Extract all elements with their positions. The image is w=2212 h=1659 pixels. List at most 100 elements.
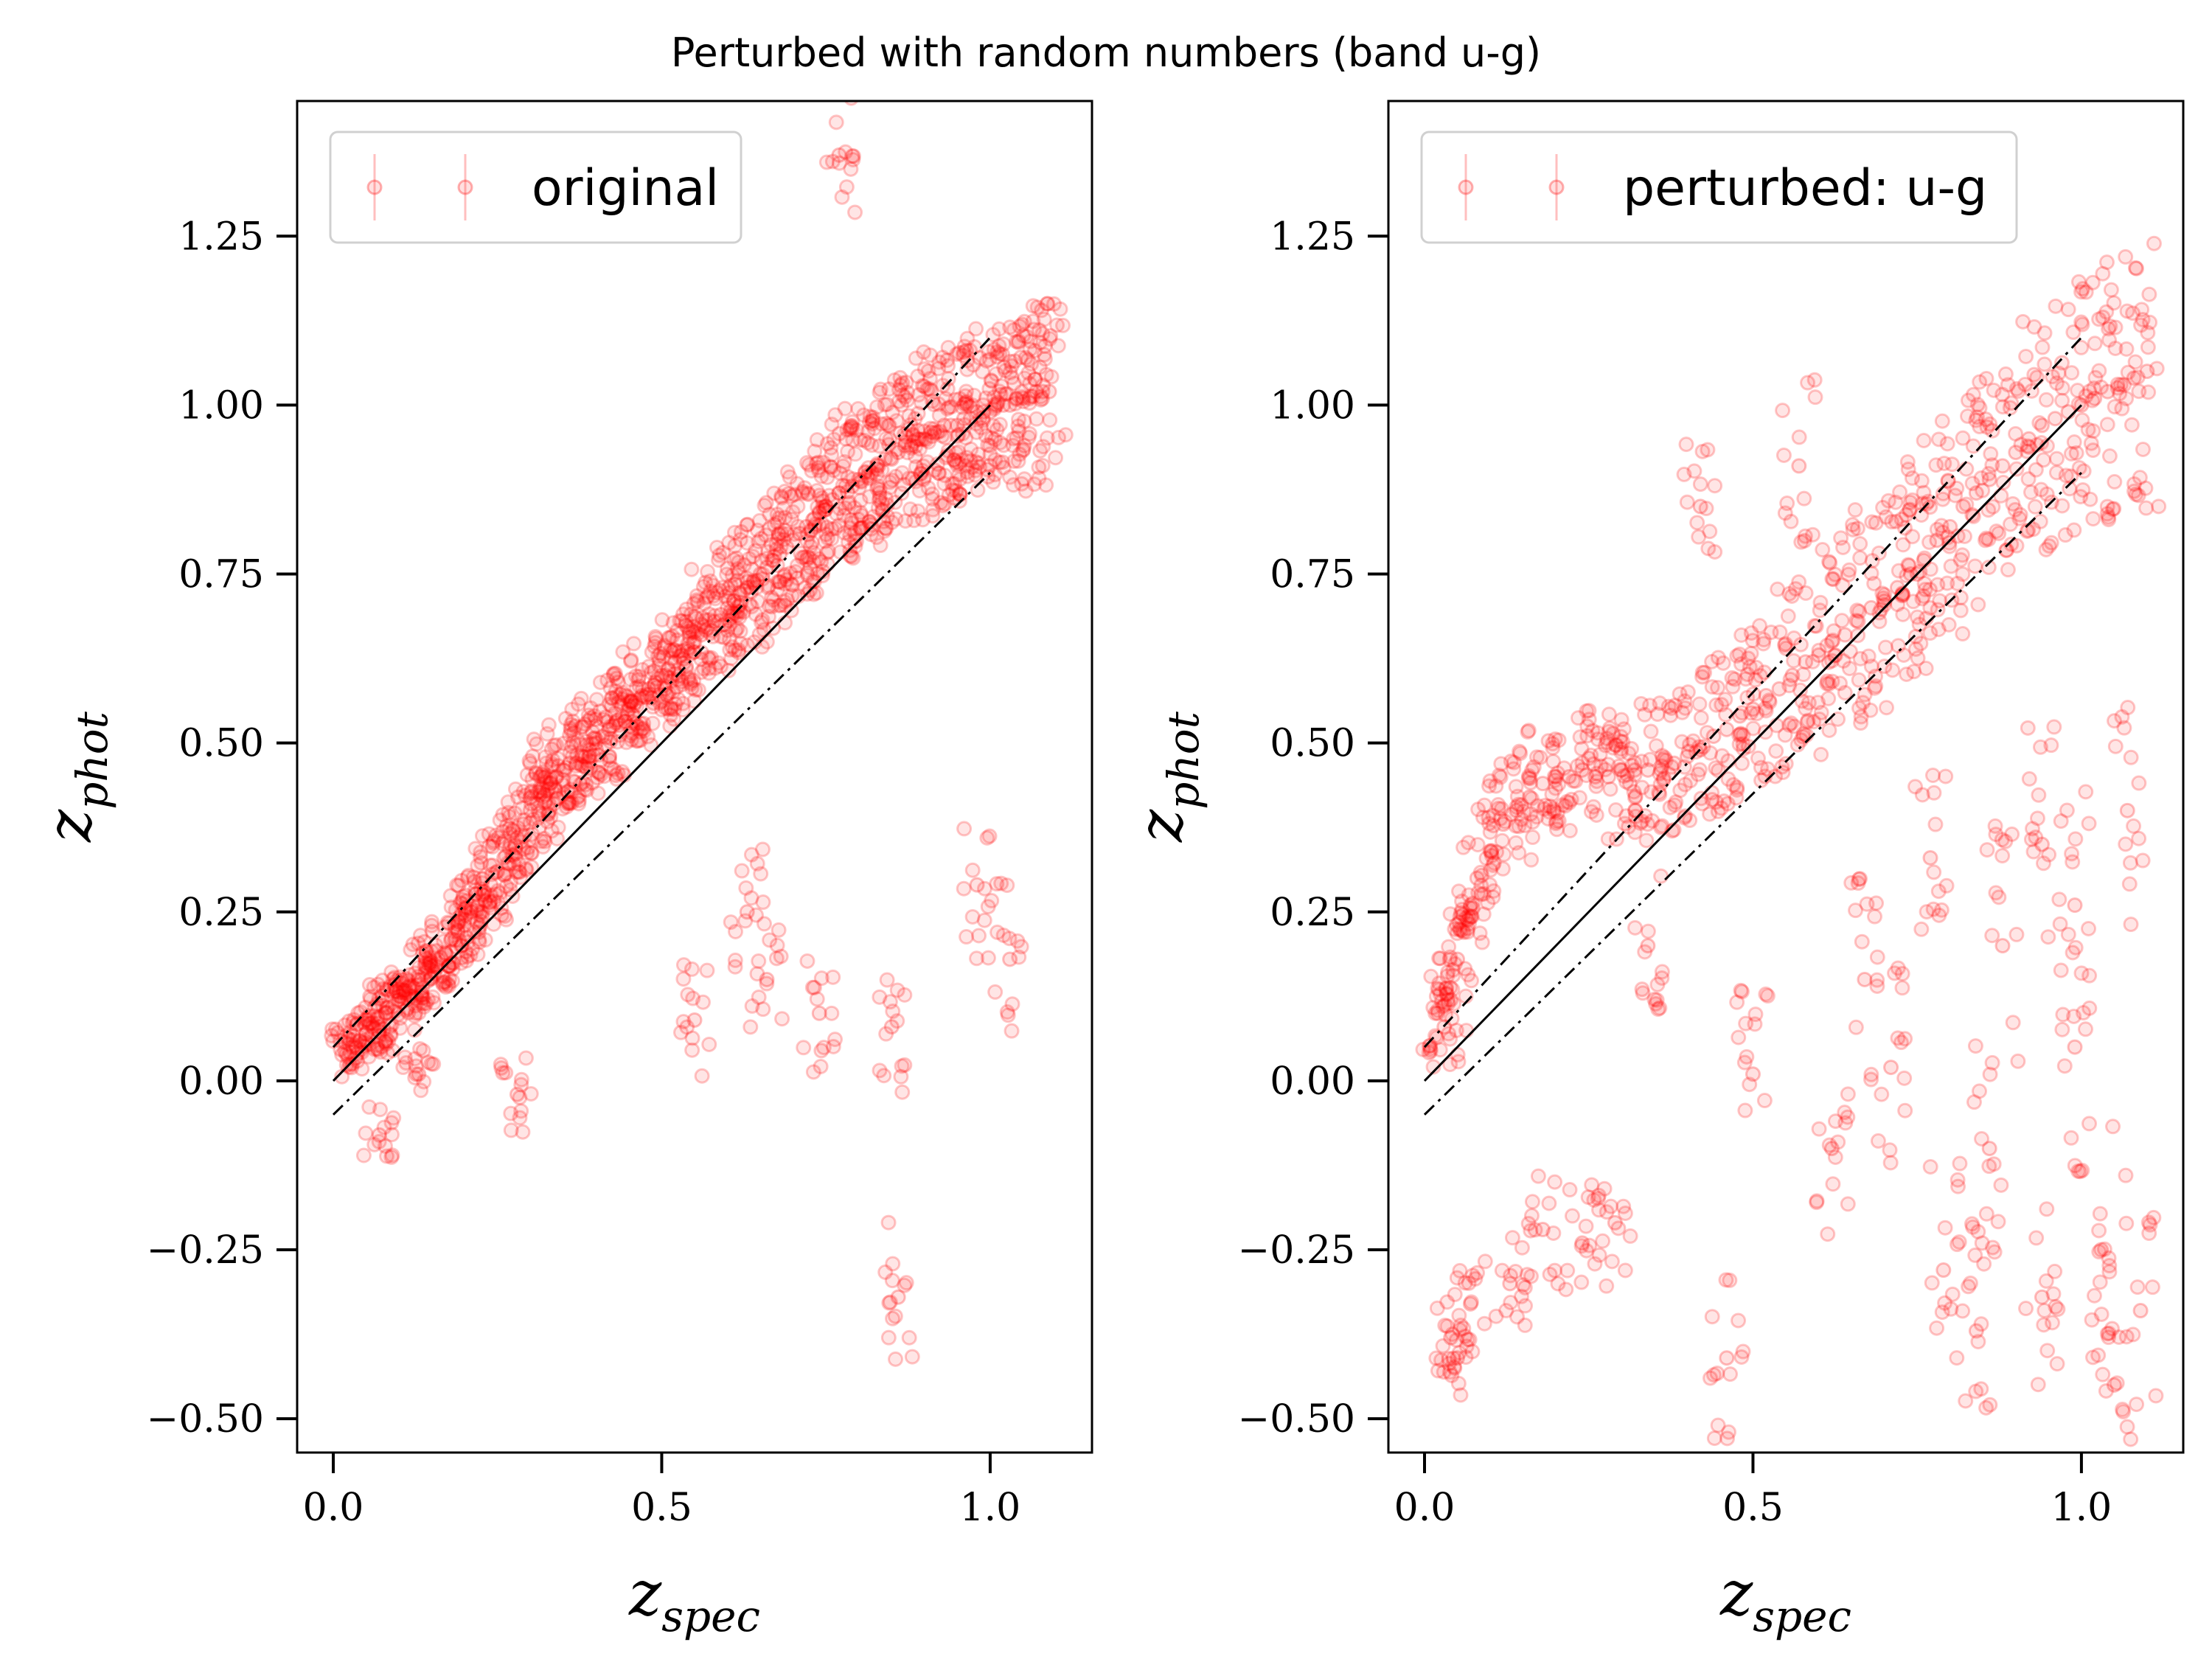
data-point-density: [518, 860, 534, 877]
data-point-density: [1520, 724, 1536, 740]
data-point-density: [507, 781, 524, 797]
data-point-density: [1057, 427, 1074, 443]
data-point-density: [2039, 486, 2055, 502]
data-point-density: [462, 909, 479, 925]
data-point-density: [630, 733, 646, 749]
data-point-density: [774, 1011, 790, 1027]
data-point-density: [2121, 876, 2138, 892]
data-point-density: [608, 670, 625, 686]
data-point-density: [540, 795, 557, 811]
data-point-density: [824, 417, 840, 433]
data-point-density: [428, 937, 444, 953]
data-point-density: [447, 932, 463, 948]
data-point-density: [2037, 356, 2053, 372]
data-point-density: [1895, 606, 1911, 622]
data-point-density: [740, 637, 756, 653]
data-point-density: [742, 579, 758, 595]
data-point-density: [757, 498, 773, 514]
data-point-density: [842, 420, 858, 436]
data-point-density: [532, 769, 549, 785]
data-point-density: [1722, 1272, 1738, 1288]
data-point-density: [751, 953, 767, 970]
data-point-density: [460, 867, 476, 883]
data-point-density: [1867, 908, 1883, 925]
data-point-density: [846, 525, 863, 541]
data-point-density: [1958, 1393, 1974, 1409]
data-point-density: [634, 721, 650, 737]
data-point-density: [837, 500, 853, 516]
data-point-density: [1034, 457, 1051, 473]
data-point: [792, 526, 808, 542]
data-point-density: [783, 576, 799, 592]
data-point-density: [675, 643, 691, 659]
data-point-density: [415, 995, 431, 1012]
data-point-density: [328, 1021, 344, 1037]
data-point-density: [1438, 981, 1454, 997]
data-point-density: [440, 975, 456, 992]
data-point-density: [732, 603, 748, 619]
data-point-density: [628, 680, 644, 696]
data-point-density: [683, 676, 699, 692]
data-point-density: [2000, 562, 2016, 578]
data-point-density: [589, 770, 605, 786]
data-point-density: [872, 438, 888, 454]
data-point-density: [706, 588, 722, 604]
data-point-density: [742, 1019, 759, 1035]
data-point-density: [794, 549, 810, 566]
data-point-density: [2149, 361, 2165, 377]
data-point: [1922, 849, 1938, 866]
data-point-density: [666, 642, 682, 658]
data-point-density: [1840, 1196, 1856, 1212]
data-point-density: [770, 581, 786, 597]
data-point-density: [1778, 756, 1794, 772]
data-point-density: [1801, 695, 1817, 711]
data-point-density: [906, 434, 922, 450]
data-point-density: [964, 397, 981, 414]
data-point-density: [837, 400, 853, 417]
data-point-density: [513, 1103, 529, 1119]
data-point-density: [1637, 944, 1653, 960]
data-point-density: [506, 856, 522, 872]
data-point-density: [656, 638, 672, 654]
data-point-density: [799, 567, 815, 583]
data-point-density: [839, 422, 855, 438]
data-point-density: [546, 779, 563, 796]
data-point-density: [1934, 413, 1950, 429]
data-point-density: [555, 777, 571, 793]
data-point-density: [821, 543, 837, 560]
data-point-density: [441, 958, 457, 974]
data-point-density: [383, 964, 400, 980]
data-point-density: [1874, 585, 1891, 602]
data-point-density: [2098, 254, 2115, 271]
data-point-density: [878, 431, 894, 447]
data-point-density: [761, 608, 777, 625]
data-point: [555, 762, 571, 778]
data-point-density: [714, 580, 731, 596]
data-point-density: [344, 1056, 361, 1072]
data-point-density: [684, 680, 700, 696]
data-point-density: [451, 932, 467, 948]
data-point-density: [490, 894, 507, 911]
data-point-density: [1488, 1308, 1504, 1324]
data-point-density: [2129, 260, 2145, 276]
data-point-density: [1935, 491, 1951, 507]
data-point-density: [973, 420, 990, 436]
data-point-density: [724, 639, 740, 655]
data-point-density: [427, 966, 443, 982]
data-point-density: [1037, 351, 1053, 367]
data-point-density: [968, 321, 984, 337]
data-point-density: [629, 698, 645, 714]
data-point-density: [423, 917, 439, 933]
data-point: [515, 816, 532, 832]
data-point-density: [813, 554, 830, 570]
data-point-density: [2118, 836, 2134, 852]
data-point-density: [563, 795, 580, 811]
data-point-density: [777, 509, 793, 526]
data-point-density: [1835, 539, 1851, 555]
data-point-density: [444, 955, 460, 971]
data-point-density: [728, 550, 745, 566]
data-point-density: [2020, 720, 2036, 736]
data-point-density: [498, 911, 515, 928]
data-point-density: [681, 671, 697, 687]
data-point-density: [647, 639, 663, 655]
